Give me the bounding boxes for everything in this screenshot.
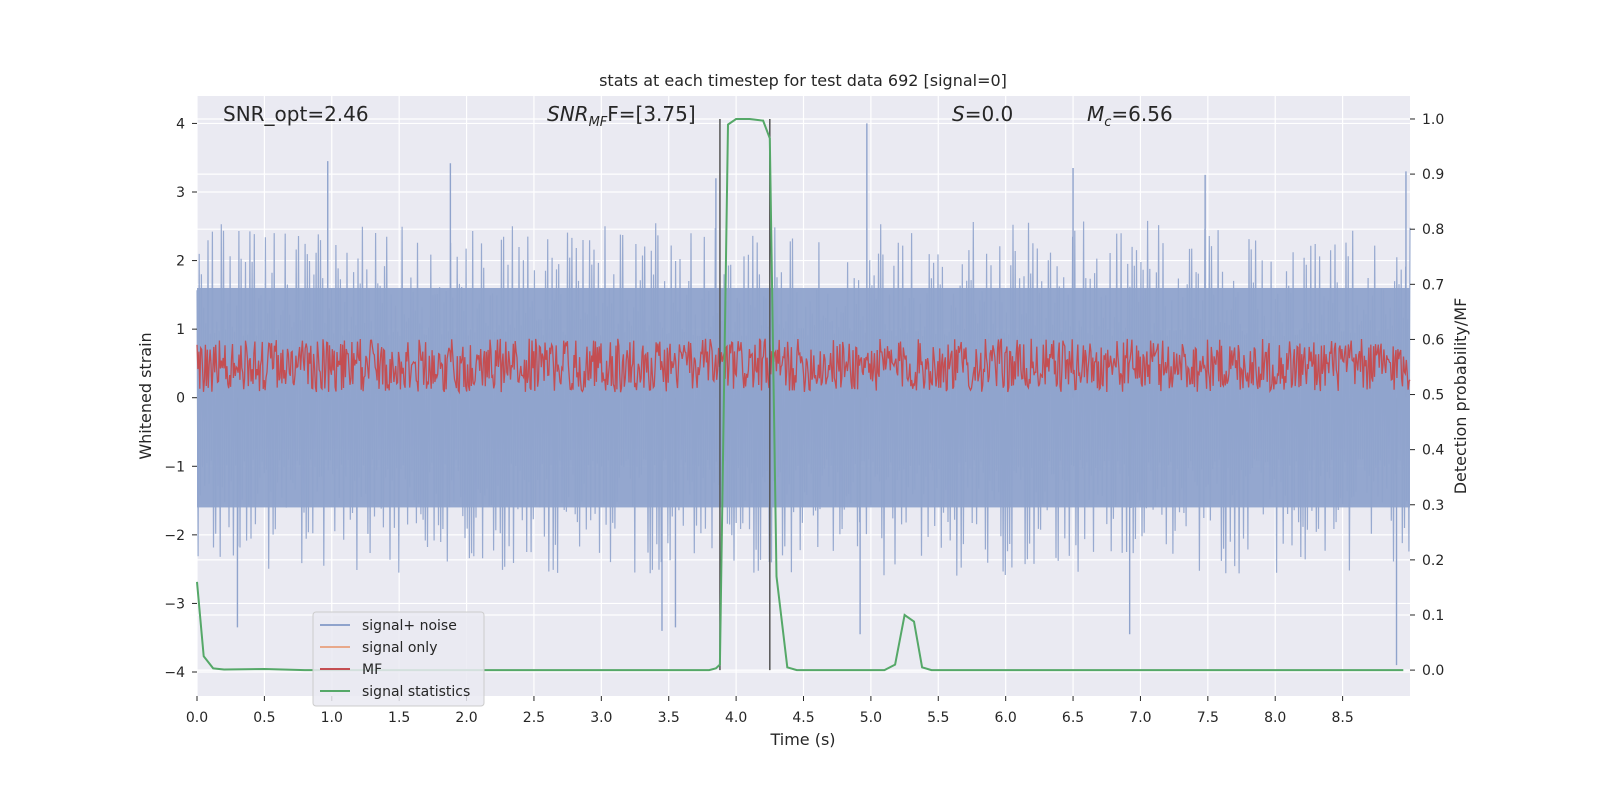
axes: 0.0 0.5 1.0 1.5 2.0 2.5 3.0 3.5 4.0 4.5 5.0 5.5 6.0 6…	[164, 112, 1444, 726]
annotation-s-rest: =0.0	[965, 102, 1014, 126]
x-tick-label: 8.5	[1331, 710, 1353, 726]
series-signal-statistics-line	[196, 118, 1404, 672]
annotation-snr-opt: SNR_opt=2.46	[223, 102, 369, 126]
annotation-mc-main: M	[1087, 102, 1104, 126]
y-right-tick-label: 0.0	[1422, 663, 1444, 679]
x-tick-label: 0.5	[253, 710, 275, 726]
legend-box	[312, 611, 485, 707]
legend-label-signal-statistics: signal statistics	[362, 684, 470, 700]
x-tick-label: 7.5	[1197, 710, 1219, 726]
annotation-mc-sub: c	[1104, 115, 1111, 130]
x-tick-label: 5.0	[860, 710, 882, 726]
legend-label-signal-noise: signal+ noise	[362, 618, 457, 634]
x-tick-label: 6.0	[995, 710, 1017, 726]
y-left-tick-label: −1	[164, 459, 185, 475]
annotation-snr-mf-rest: F=[3.75]	[607, 102, 695, 126]
plot-content	[196, 118, 1411, 672]
x-tick-label: 1.5	[388, 710, 410, 726]
y-left-tick-label: −3	[164, 596, 185, 612]
x-tick-label: 3.5	[658, 710, 680, 726]
x-tick-label: 1.0	[321, 710, 343, 726]
legend: signal+ noise signal only MF signal stat…	[312, 611, 485, 707]
annotation-s-var: S	[952, 102, 965, 126]
y-left-tick-label: 3	[176, 185, 185, 201]
x-tick-label: 0.0	[186, 710, 208, 726]
y-left-tick-label: 2	[176, 254, 185, 270]
x-tick-label: 5.5	[927, 710, 949, 726]
y-right-tick-label: 0.2	[1422, 553, 1444, 569]
x-axis-label: Time (s)	[769, 730, 835, 749]
y-right-tick-label: 0.9	[1422, 167, 1444, 183]
x-tick-label: 6.5	[1062, 710, 1084, 726]
y-left-tick-label: 4	[176, 116, 185, 132]
annotation-s: S=0.0	[952, 102, 1013, 126]
x-tick-label: 4.0	[725, 710, 747, 726]
annotation-mc-rest: =6.56	[1111, 102, 1172, 126]
y-left-tick-label: 1	[176, 322, 185, 338]
y-right-tick-label: 0.7	[1422, 277, 1444, 293]
y-right-tick-label: 0.3	[1422, 498, 1444, 514]
x-tick-label: 2.0	[455, 710, 477, 726]
y-left-tick-label: −2	[164, 528, 185, 544]
y-right-tick-label: 0.1	[1422, 608, 1444, 624]
y-right-tick-label: 0.5	[1422, 388, 1444, 404]
y-axis-left-label: Whitened strain	[136, 332, 155, 459]
annotation-snr-mf-sub: MF	[589, 115, 608, 130]
x-tick-label: 7.0	[1129, 710, 1151, 726]
y-axis-right-label: Detection probability/MF	[1451, 298, 1470, 495]
y-right-tick-label: 1.0	[1422, 112, 1444, 128]
series-mf-line	[196, 338, 1411, 395]
y-right-tick-label: 0.4	[1422, 443, 1444, 459]
x-tick-label: 3.0	[590, 710, 612, 726]
y-right-tick-label: 0.8	[1422, 222, 1444, 238]
y-left-tick-label: −4	[164, 665, 185, 681]
legend-label-mf: MF	[362, 662, 382, 678]
annotation-snr-mf-main: SNR	[547, 102, 589, 126]
y-left-tick-label: 0	[176, 391, 185, 407]
legend-label-signal-only: signal only	[362, 640, 437, 656]
annotation-mc: Mc=6.56	[1087, 102, 1173, 130]
x-tick-label: 8.0	[1264, 710, 1286, 726]
x-tick-label: 2.5	[523, 710, 545, 726]
y-right-tick-label: 0.6	[1422, 332, 1444, 348]
chart-title: stats at each timestep for test data 692…	[599, 71, 1007, 90]
x-tick-label: 4.5	[792, 710, 814, 726]
annotation-snr-mf: SNRMFF=[3.75]	[547, 102, 696, 130]
series-signal-noise-band	[197, 288, 1410, 508]
